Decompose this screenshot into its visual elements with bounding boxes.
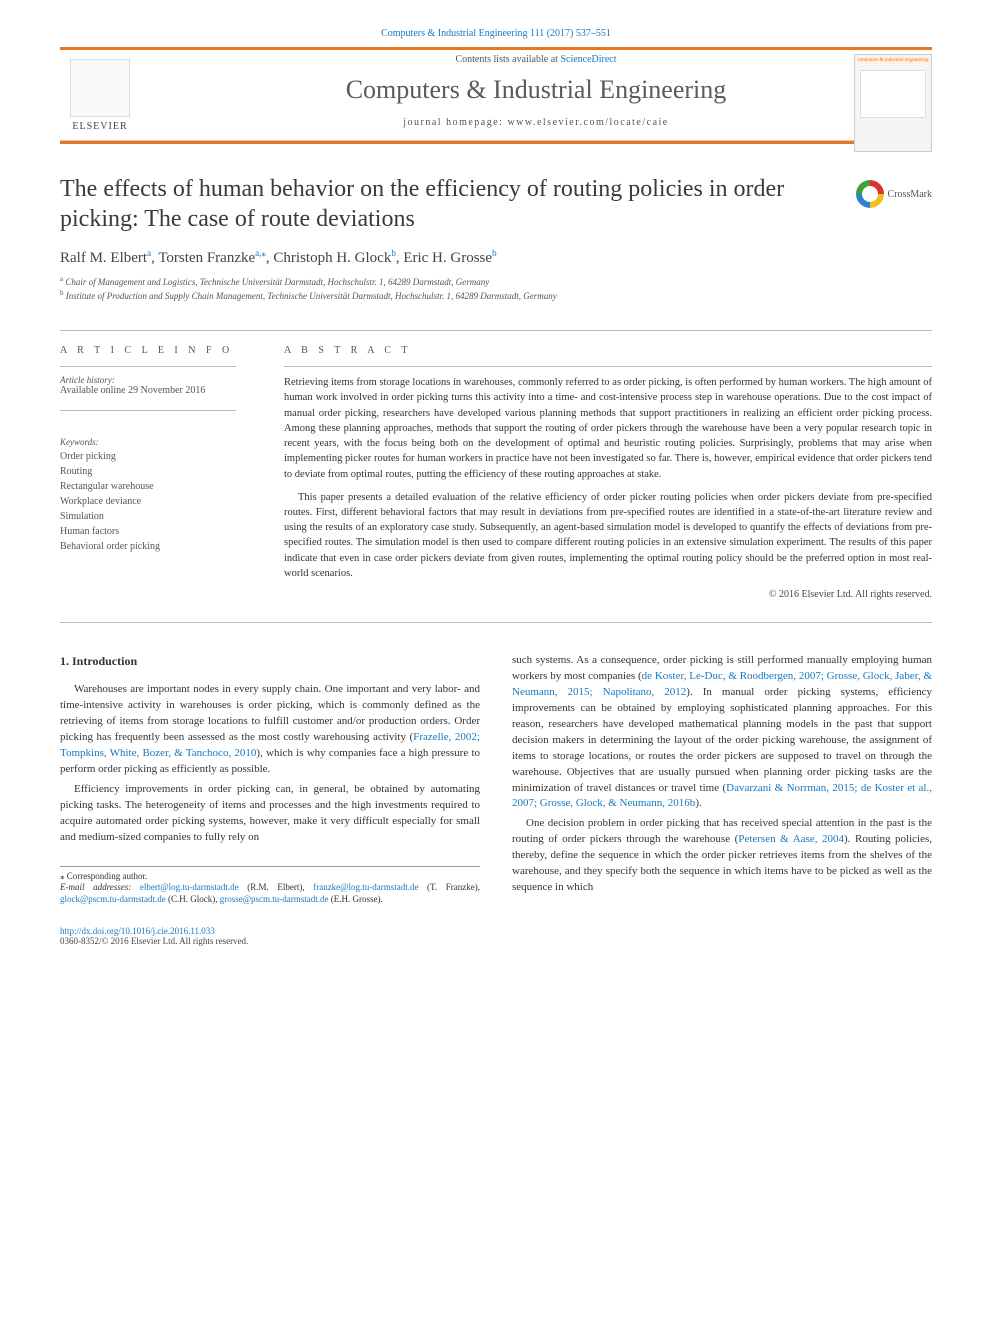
author-4-sup: b xyxy=(492,248,497,258)
body-col-left: 1. Introduction Warehouses are important… xyxy=(60,653,480,906)
email-link[interactable]: franzke@log.tu-darmstadt.de xyxy=(313,882,418,892)
affiliations: a Chair of Management and Logistics, Tec… xyxy=(60,275,932,302)
author-1[interactable]: Ralf M. Elbert xyxy=(60,250,147,266)
contents-available: Contents lists available at ScienceDirec… xyxy=(140,54,932,65)
header-underline xyxy=(60,141,932,144)
corresponding-author: ⁎ Corresponding author. xyxy=(60,871,480,883)
abstract-copyright: © 2016 Elsevier Ltd. All rights reserved… xyxy=(284,589,932,600)
keyword: Behavioral order picking xyxy=(60,539,236,554)
keywords-label: Keywords: xyxy=(60,437,236,447)
body-col-right: such systems. As a consequence, order pi… xyxy=(512,653,932,906)
intro-col2-p1: such systems. As a consequence, order pi… xyxy=(512,653,932,812)
crossmark-icon xyxy=(856,180,884,208)
contents-prefix: Contents lists available at xyxy=(455,54,560,65)
abstract-text: Retrieving items from storage locations … xyxy=(284,366,932,581)
abstract-label: A B S T R A C T xyxy=(284,345,932,356)
affil-b: Institute of Production and Supply Chain… xyxy=(66,291,557,301)
cover-inner-icon xyxy=(860,70,925,118)
crossmark-badge[interactable]: CrossMark xyxy=(856,180,932,208)
article-history-label: Article history: xyxy=(60,375,236,385)
authors-line: Ralf M. Elberta, Torsten Franzkea,⁎, Chr… xyxy=(60,248,932,267)
email-link[interactable]: elbert@log.tu-darmstadt.de xyxy=(140,882,239,892)
journal-header-bar: ELSEVIER Contents lists available at Sci… xyxy=(60,47,932,141)
publisher-name: ELSEVIER xyxy=(72,121,127,132)
cover-caption: computers & industrial engineering xyxy=(855,57,931,64)
abstract-p2: This paper presents a detailed evaluatio… xyxy=(284,490,932,581)
intro-p2: Efficiency improvements in order picking… xyxy=(60,782,480,846)
abstract-column: A B S T R A C T Retrieving items from st… xyxy=(260,345,932,600)
article-info-block: A R T I C L E I N F O Article history: A… xyxy=(60,330,932,623)
email-link[interactable]: grosse@pscm.tu-darmstadt.de xyxy=(220,894,329,904)
keyword: Human factors xyxy=(60,524,236,539)
affil-a: Chair of Management and Logistics, Techn… xyxy=(65,277,489,287)
intro-p1: Warehouses are important nodes in every … xyxy=(60,682,480,778)
journal-title: Computers & Industrial Engineering xyxy=(140,75,932,105)
elsevier-tree-icon xyxy=(70,59,130,117)
footnotes: ⁎ Corresponding author. E-mail addresses… xyxy=(60,866,480,906)
doi-link[interactable]: http://dx.doi.org/10.1016/j.cie.2016.11.… xyxy=(60,926,932,936)
keyword: Rectangular warehouse xyxy=(60,479,236,494)
ref-link[interactable]: Petersen & Aase, 2004 xyxy=(738,833,844,845)
article-title: The effects of human behavior on the eff… xyxy=(60,174,836,234)
keyword: Workplace deviance xyxy=(60,494,236,509)
abstract-p1: Retrieving items from storage locations … xyxy=(284,375,932,482)
author-1-sup: a xyxy=(147,248,151,258)
issn-copyright: 0360-8352/© 2016 Elsevier Ltd. All right… xyxy=(60,936,932,946)
intro-col2-p2: One decision problem in order picking th… xyxy=(512,816,932,896)
keyword: Simulation xyxy=(60,509,236,524)
author-4[interactable]: Eric H. Grosse xyxy=(403,250,492,266)
email-link[interactable]: glock@pscm.tu-darmstadt.de xyxy=(60,894,166,904)
keyword: Order picking xyxy=(60,449,236,464)
keywords-list: Order picking Routing Rectangular wareho… xyxy=(60,449,236,554)
publisher-logo[interactable]: ELSEVIER xyxy=(60,50,140,140)
sciencedirect-link[interactable]: ScienceDirect xyxy=(560,54,616,65)
header-center: Contents lists available at ScienceDirec… xyxy=(140,54,932,136)
article-info-left: A R T I C L E I N F O Article history: A… xyxy=(60,345,260,600)
author-2[interactable]: Torsten Franzke xyxy=(158,250,255,266)
affil-b-sup: b xyxy=(60,289,64,297)
article-info-label: A R T I C L E I N F O xyxy=(60,345,236,356)
body-columns: 1. Introduction Warehouses are important… xyxy=(60,653,932,906)
intro-heading: 1. Introduction xyxy=(60,653,480,670)
page-footer: http://dx.doi.org/10.1016/j.cie.2016.11.… xyxy=(60,926,932,946)
crossmark-label: CrossMark xyxy=(888,189,932,200)
header-citation[interactable]: Computers & Industrial Engineering 111 (… xyxy=(0,0,992,47)
journal-cover-thumbnail[interactable]: computers & industrial engineering xyxy=(854,54,932,152)
article-history-date: Available online 29 November 2016 xyxy=(60,385,236,396)
author-3[interactable]: Christoph H. Glock xyxy=(273,250,391,266)
affil-a-sup: a xyxy=(60,275,63,283)
email-addresses: E-mail addresses: elbert@log.tu-darmstad… xyxy=(60,882,480,905)
journal-homepage[interactable]: journal homepage: www.elsevier.com/locat… xyxy=(140,117,932,128)
author-3-sup: b xyxy=(391,248,396,258)
author-2-sup: a,⁎ xyxy=(255,248,266,258)
keyword: Routing xyxy=(60,464,236,479)
